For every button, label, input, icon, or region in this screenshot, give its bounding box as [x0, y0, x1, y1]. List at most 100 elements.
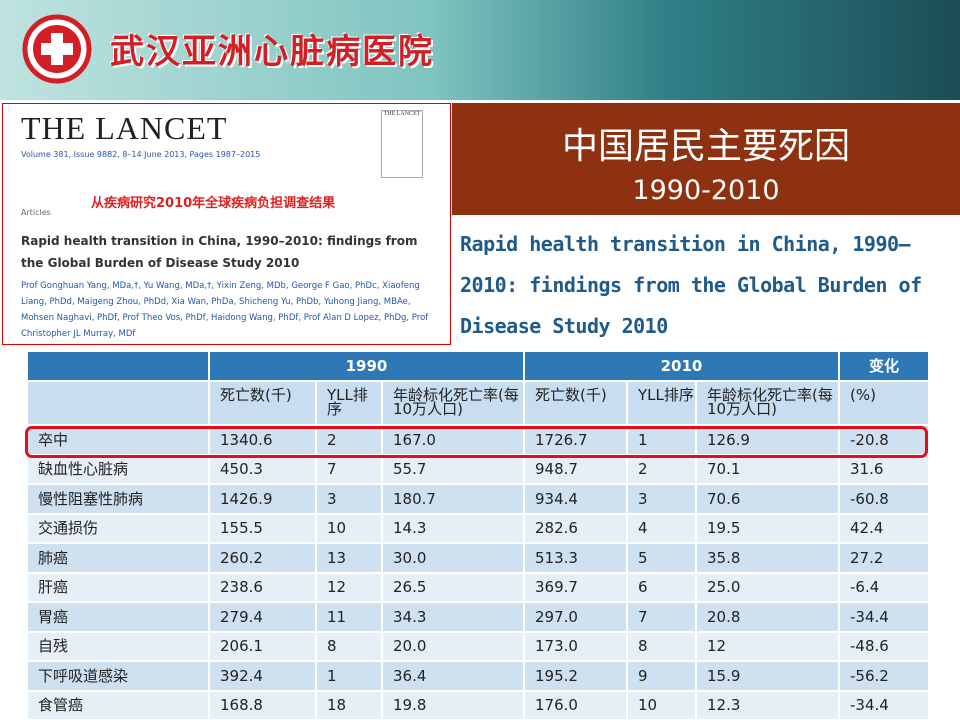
note: 从疾病研究2010年全球疾病负担调查结果	[91, 196, 336, 211]
column-header: 死亡数(千)	[210, 382, 317, 426]
authors: Prof Gonghuan Yang, MDa,†, Yu Wang, MDa,…	[21, 281, 429, 339]
table-cell: 7	[628, 603, 697, 633]
table-cell: 15.9	[697, 662, 840, 692]
row-label: 肺癌	[28, 544, 210, 574]
table-cell: 18	[317, 691, 383, 720]
table-cell: 4	[628, 514, 697, 544]
journal-name: THE LANCET	[21, 110, 228, 146]
section: Articles	[21, 208, 51, 217]
table-cell: 176.0	[525, 691, 628, 720]
table-cell: 12	[317, 573, 383, 603]
table-cell: 126.9	[697, 426, 840, 456]
table-cell: 6	[628, 573, 697, 603]
citation: Volume 381, Issue 9882, 8–14 June 2013, …	[21, 150, 261, 159]
table-cell: 1	[628, 426, 697, 456]
header-cell	[28, 352, 210, 382]
table-cell: 55.7	[383, 455, 525, 485]
row-label: 肝癌	[28, 573, 210, 603]
logo	[22, 14, 92, 84]
english-title: Rapid health transition in China, 1990–2…	[460, 232, 922, 338]
table-cell: 11	[317, 603, 383, 633]
table-cell: 369.7	[525, 573, 628, 603]
row-label: 食管癌	[28, 691, 210, 720]
table-cell: 8	[317, 632, 383, 662]
table-cell: 260.2	[210, 544, 317, 574]
table-cell: 1340.6	[210, 426, 317, 456]
table-cell: 26.5	[383, 573, 525, 603]
table-cell: 206.1	[210, 632, 317, 662]
slide-title: 中国居民主要死因	[561, 126, 850, 167]
table-cell: 27.2	[840, 544, 930, 574]
header-cell	[28, 382, 210, 426]
table-cell: 2	[628, 455, 697, 485]
banner: 武汉亚洲心脏病医院	[0, 0, 960, 100]
table-cell: 1426.9	[210, 485, 317, 515]
slide-subtitle: 1990-2010	[632, 175, 780, 206]
table-cell: 2	[317, 426, 383, 456]
table-cell: 948.7	[525, 455, 628, 485]
row-label: 缺血性心脏病	[28, 455, 210, 485]
group-header: 变化	[840, 352, 930, 382]
column-header: YLL排序	[317, 382, 383, 426]
cover-title: THE LANCET	[383, 111, 421, 117]
table-cell: -20.8	[840, 426, 930, 456]
column-header: 年龄标化死亡率(每10万人口)	[697, 382, 840, 426]
table-cell: 3	[317, 485, 383, 515]
table-cell: 20.0	[383, 632, 525, 662]
table-cell: 70.6	[697, 485, 840, 515]
column-header: 年龄标化死亡率(每10万人口)	[383, 382, 525, 426]
table-cell: 42.4	[840, 514, 930, 544]
row-label: 下呼吸道感染	[28, 662, 210, 692]
table-cell: 934.4	[525, 485, 628, 515]
table-cell: 450.3	[210, 455, 317, 485]
table-cell: 30.0	[383, 544, 525, 574]
highlight	[25, 426, 928, 458]
table-cell: 10	[628, 691, 697, 720]
table-cell: 279.4	[210, 603, 317, 633]
table-cell: 180.7	[383, 485, 525, 515]
table-cell: 5	[628, 544, 697, 574]
table-cell: 36.4	[383, 662, 525, 692]
group-header: 1990	[210, 352, 525, 382]
column-header: 死亡数(千)	[525, 382, 628, 426]
table-cell: 513.3	[525, 544, 628, 574]
table-cell: 195.2	[525, 662, 628, 692]
table-cell: 13	[317, 544, 383, 574]
table-cell: -6.4	[840, 573, 930, 603]
column-header: (%)	[840, 382, 930, 426]
table-cell: -56.2	[840, 662, 930, 692]
table-cell: 1726.7	[525, 426, 628, 456]
table-cell: 168.8	[210, 691, 317, 720]
table-cell: 31.6	[840, 455, 930, 485]
table-cell: 20.8	[697, 603, 840, 633]
row-label: 卒中	[28, 426, 210, 456]
row-label: 慢性阻塞性肺病	[28, 485, 210, 515]
table-cell: 282.6	[525, 514, 628, 544]
table-cell: -34.4	[840, 691, 930, 720]
table-cell: 19.8	[383, 691, 525, 720]
table-cell: 1	[317, 662, 383, 692]
hospital-name: 武汉亚洲心脏病医院	[110, 32, 434, 72]
table-cell: 297.0	[525, 603, 628, 633]
table-cell: 34.3	[383, 603, 525, 633]
table-cell: 238.6	[210, 573, 317, 603]
table-cell: 12	[697, 632, 840, 662]
table-cell: 7	[317, 455, 383, 485]
article-title: Rapid health transition in China, 1990–2…	[21, 234, 418, 270]
table-cell: 155.5	[210, 514, 317, 544]
table-cell: 35.8	[697, 544, 840, 574]
table-cell: 173.0	[525, 632, 628, 662]
title-box: 中国居民主要死因 1990-2010	[452, 103, 960, 215]
table-cell: 25.0	[697, 573, 840, 603]
journal-cover: THE LANCET	[381, 110, 423, 178]
column-header: YLL排序	[628, 382, 697, 426]
table-cell: 392.4	[210, 662, 317, 692]
table-cell: 10	[317, 514, 383, 544]
table-cell: 3	[628, 485, 697, 515]
row-label: 胃癌	[28, 603, 210, 633]
table-cell: 14.3	[383, 514, 525, 544]
row-label: 交通损伤	[28, 514, 210, 544]
table-cell: -48.6	[840, 632, 930, 662]
table-cell: 70.1	[697, 455, 840, 485]
article-screenshot: THE LANCET THE LANCET Volume 381, Issue …	[2, 103, 451, 345]
